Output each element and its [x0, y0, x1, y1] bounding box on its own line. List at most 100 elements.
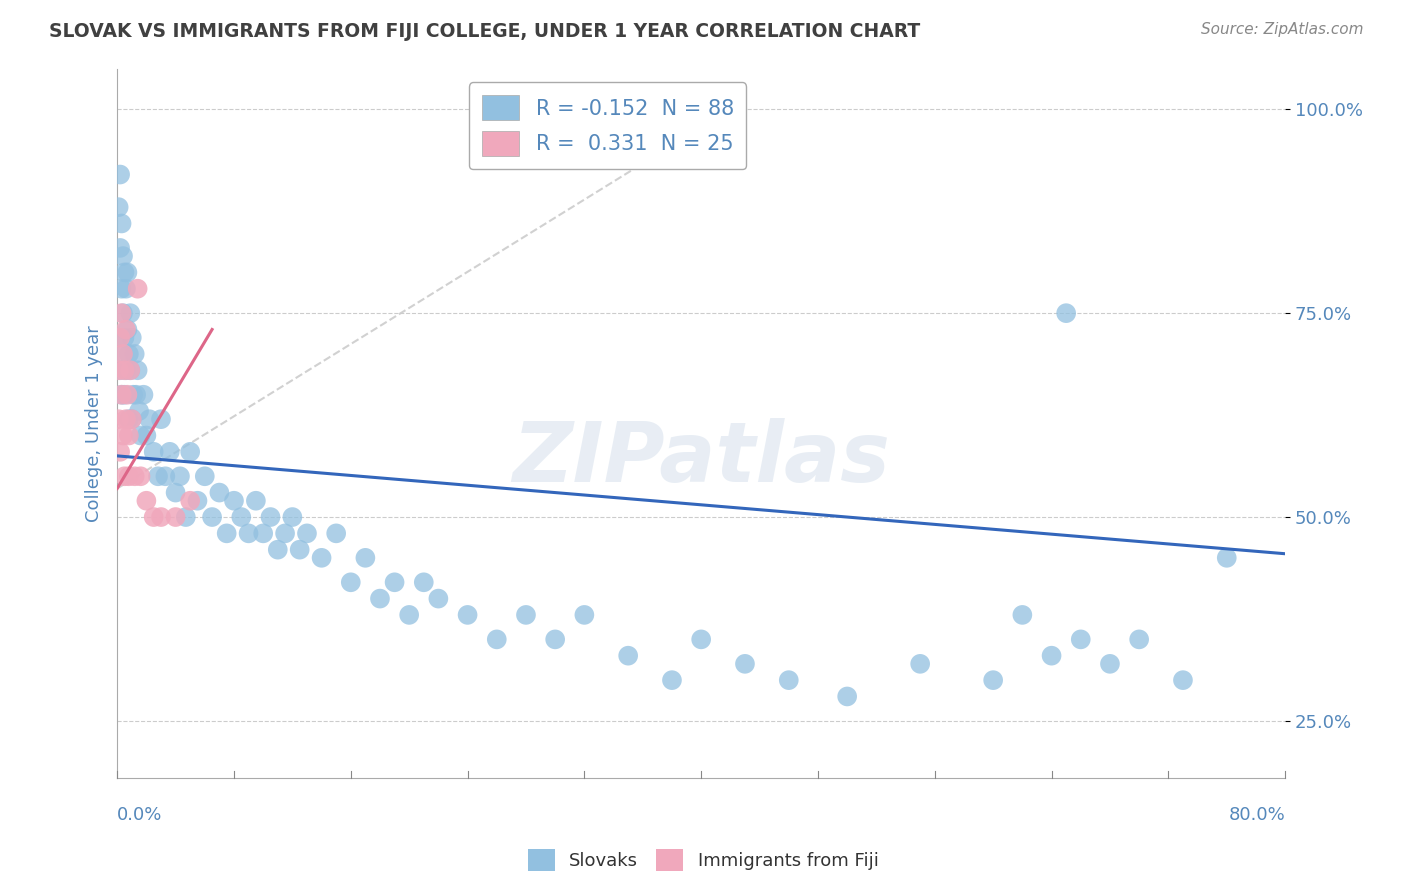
Point [112, 347, 135, 361]
Point [124, 469, 146, 483]
Point [107, 363, 129, 377]
Point [837, 690, 859, 704]
Point [427, 591, 450, 606]
Point [112, 249, 135, 263]
Point [179, 445, 201, 459]
Legend: Slovaks, Immigrants from Fiji: Slovaks, Immigrants from Fiji [520, 842, 886, 879]
Point [1040, 648, 1063, 663]
Text: 80.0%: 80.0% [1229, 806, 1285, 824]
Point [115, 412, 138, 426]
Y-axis label: College, Under 1 year: College, Under 1 year [86, 325, 103, 522]
Point [110, 388, 132, 402]
Point [1171, 673, 1194, 687]
Point [110, 388, 132, 402]
Point [135, 428, 157, 442]
Point [107, 200, 129, 214]
Point [252, 526, 274, 541]
Point [238, 526, 260, 541]
Point [108, 363, 131, 377]
Point [115, 363, 138, 377]
Point [325, 526, 347, 541]
Point [201, 510, 224, 524]
Point [186, 493, 208, 508]
Point [1070, 632, 1092, 647]
Point [1216, 550, 1239, 565]
Point [515, 607, 537, 622]
Point [208, 485, 231, 500]
Point [174, 510, 197, 524]
Point [125, 388, 148, 402]
Point [354, 550, 377, 565]
Point [118, 469, 141, 483]
Point [617, 648, 640, 663]
Point [311, 550, 333, 565]
Point [108, 445, 131, 459]
Point [485, 632, 508, 647]
Point [110, 217, 132, 231]
Point [117, 388, 139, 402]
Point [117, 322, 139, 336]
Point [169, 469, 191, 483]
Point [690, 632, 713, 647]
Point [114, 331, 136, 345]
Point [778, 673, 800, 687]
Point [112, 428, 135, 442]
Point [281, 510, 304, 524]
Text: 0.0%: 0.0% [117, 806, 163, 824]
Point [142, 445, 165, 459]
Point [107, 331, 129, 345]
Point [574, 607, 596, 622]
Point [114, 363, 136, 377]
Point [108, 241, 131, 255]
Point [112, 347, 135, 361]
Point [734, 657, 756, 671]
Point [215, 526, 238, 541]
Point [107, 412, 129, 426]
Point [127, 363, 149, 377]
Point [135, 493, 157, 508]
Point [295, 526, 318, 541]
Text: ZIPatlas: ZIPatlas [512, 418, 890, 500]
Point [368, 591, 391, 606]
Legend: R = -0.152  N = 88, R =  0.331  N = 25: R = -0.152 N = 88, R = 0.331 N = 25 [470, 82, 747, 169]
Point [1011, 607, 1033, 622]
Point [412, 575, 434, 590]
Text: Source: ZipAtlas.com: Source: ZipAtlas.com [1201, 22, 1364, 37]
Point [274, 526, 297, 541]
Point [544, 632, 567, 647]
Point [114, 469, 136, 483]
Point [121, 331, 143, 345]
Point [112, 306, 135, 320]
Point [661, 673, 683, 687]
Point [121, 412, 143, 426]
Point [114, 265, 136, 279]
Point [108, 331, 131, 345]
Point [150, 510, 173, 524]
Point [138, 412, 160, 426]
Point [384, 575, 406, 590]
Point [115, 282, 138, 296]
Point [155, 469, 177, 483]
Point [1054, 306, 1077, 320]
Point [110, 282, 132, 296]
Point [179, 493, 201, 508]
Point [146, 469, 169, 483]
Point [231, 510, 253, 524]
Point [110, 306, 132, 320]
Point [124, 347, 146, 361]
Point [339, 575, 361, 590]
Point [129, 469, 152, 483]
Point [398, 607, 420, 622]
Point [150, 412, 173, 426]
Point [114, 388, 136, 402]
Point [120, 363, 142, 377]
Point [288, 542, 311, 557]
Point [165, 485, 187, 500]
Point [267, 542, 290, 557]
Point [1128, 632, 1150, 647]
Point [120, 306, 142, 320]
Point [129, 428, 152, 442]
Point [128, 404, 150, 418]
Point [222, 493, 245, 508]
Point [457, 607, 479, 622]
